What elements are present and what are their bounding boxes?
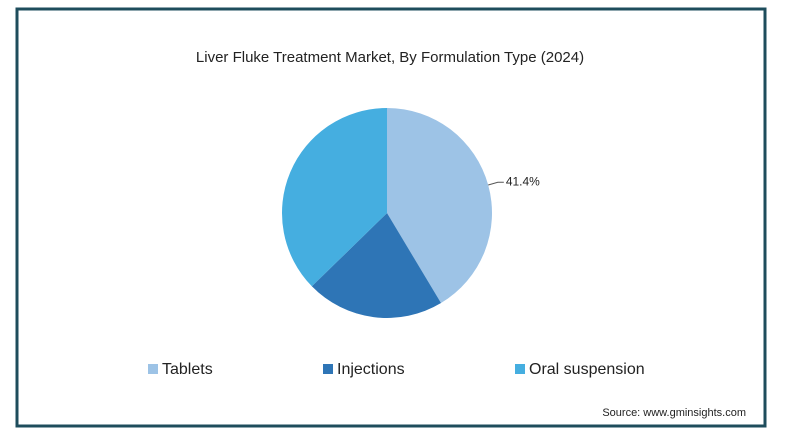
data-label: 41.4% (506, 174, 540, 188)
legend-label: Injections (337, 361, 405, 378)
source: Source: www.gminsights.com (602, 407, 746, 419)
pie-slice (387, 108, 493, 304)
chart-title: Liver Fluke Treatment Market, By Formula… (196, 49, 584, 66)
leader-line (488, 181, 504, 186)
pie-slice (282, 108, 387, 287)
legend-label: Tablets (162, 361, 213, 378)
legend-swatch (323, 364, 333, 374)
legend-swatch (515, 364, 525, 374)
legend-swatch (148, 364, 158, 374)
pie-slice (311, 213, 442, 318)
legend-label: Oral suspension (529, 361, 645, 378)
